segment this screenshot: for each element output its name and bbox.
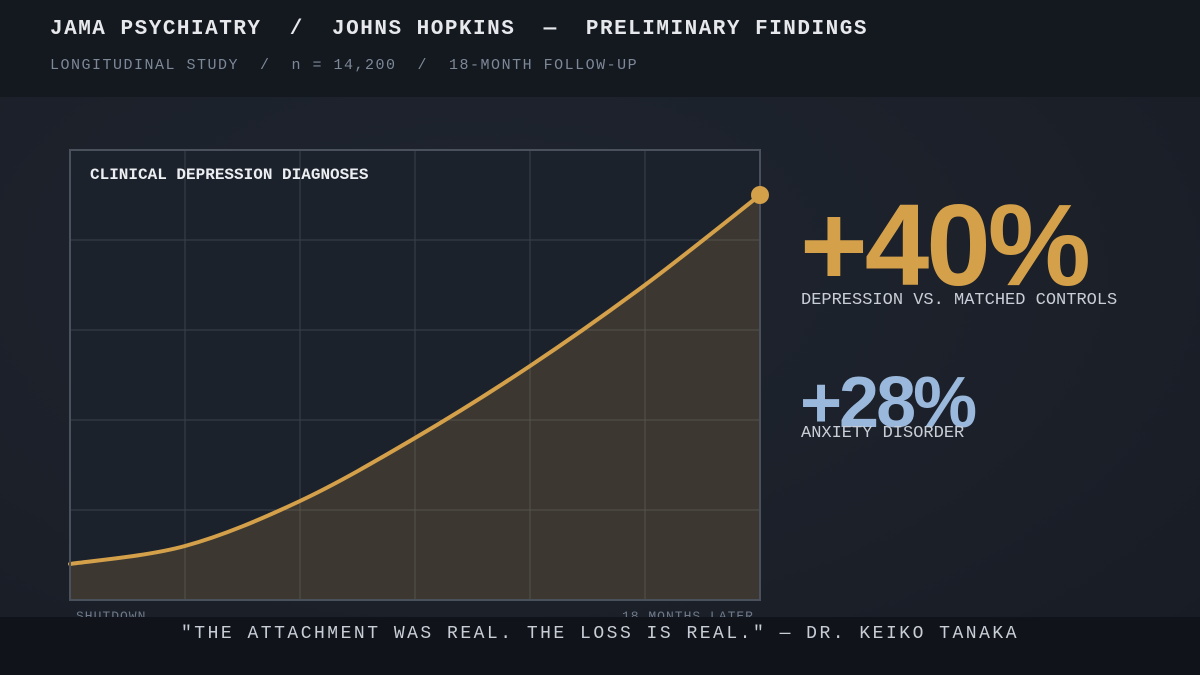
end-point [751, 186, 769, 204]
header-title: JAMA PSYCHIATRY / JOHNS HOPKINS — PRELIM… [50, 18, 868, 41]
area [70, 195, 760, 600]
line [68, 193, 762, 566]
quote: "THE ATTACHMENT WAS REAL. THE LOSS IS RE… [0, 617, 1200, 675]
header-band: JAMA PSYCHIATRY / JOHNS HOPKINS — PRELIM… [0, 0, 1200, 97]
chart-title: CLINICAL DEPRESSION DIAGNOSES [90, 166, 369, 184]
stat-label: ANXIETY DISORDER [801, 424, 965, 443]
stat-label: DEPRESSION VS. MATCHED CONTROLS [801, 291, 1118, 310]
plot-border [69, 149, 761, 601]
header-subtitle: LONGITUDINAL STUDY / n = 14,200 / 18-MON… [50, 57, 639, 74]
stat-value: +40% [800, 180, 1091, 310]
stat-value: +28% [800, 363, 977, 443]
